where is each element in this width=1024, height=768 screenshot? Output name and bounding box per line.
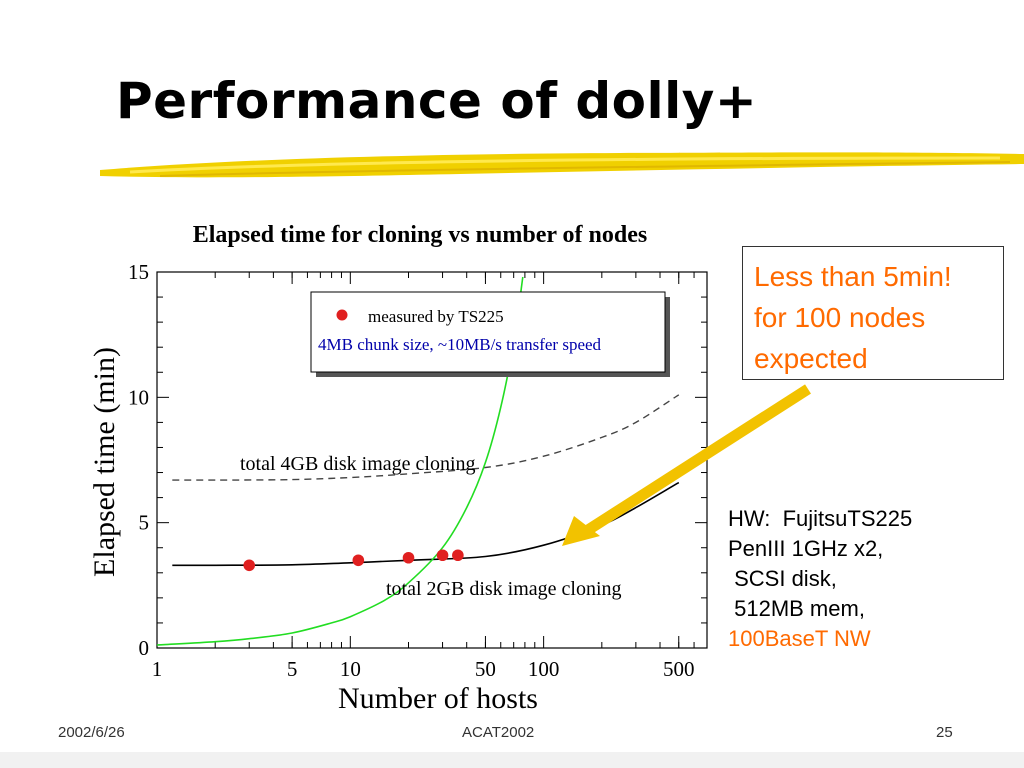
title-underline-brush [100, 152, 1024, 178]
y-tick-label: 5 [139, 511, 150, 535]
hardware-notes: HW: FujitsuTS225 PenIII 1GHz x2, SCSI di… [728, 504, 912, 654]
legend-note: 4MB chunk size, ~10MB/s transfer speed [318, 335, 602, 354]
footer-center: ACAT2002 [462, 724, 535, 741]
legend-label: measured by TS225 [368, 307, 504, 326]
measured-point [452, 549, 464, 562]
fit-curve-4gb-dashed [172, 394, 680, 481]
callout-arrow-head [562, 516, 600, 546]
footer-bar [0, 752, 1024, 768]
chart-title: Elapsed time for cloning vs number of no… [193, 222, 648, 248]
x-tick-label: 1 [152, 657, 163, 681]
slide-title: Performance of dolly+ [116, 72, 758, 130]
x-tick-label: 5 [287, 657, 298, 681]
y-tick-label: 0 [139, 636, 150, 660]
measured-point [352, 554, 365, 567]
hw-network: 100BaseT NW [728, 626, 871, 651]
y-axis-label: Elapsed time (min) [88, 347, 121, 577]
hw-line-3: SCSI disk, [728, 566, 837, 591]
footer-date: 2002/6/26 [58, 724, 125, 741]
measured-point [436, 549, 449, 562]
hw-line-4: 512MB mem, [728, 596, 865, 621]
measured-point [402, 551, 415, 564]
y-tick-label: 10 [128, 385, 149, 409]
callout-line-2: for 100 nodes [754, 302, 926, 333]
annotation-4gb: total 4GB disk image cloning [240, 453, 476, 475]
chart-legend: measured by TS225 4MB chunk size, ~10MB/… [310, 291, 670, 377]
measured-point [243, 559, 256, 572]
x-tick-label: 100 [528, 657, 560, 681]
x-tick-label: 500 [663, 657, 695, 681]
footer-page-number: 25 [936, 724, 953, 741]
x-axis-label: Number of hosts [338, 682, 538, 715]
legend-point-marker [336, 309, 348, 321]
callout-line-1: Less than 5min! [754, 261, 952, 292]
exponential-curve [156, 276, 524, 646]
callout-line-3: expected [754, 343, 868, 374]
x-tick-label: 10 [340, 657, 361, 681]
callout-box: Less than 5min! for 100 nodes expected [742, 246, 1004, 380]
hw-line-1: HW: FujitsuTS225 [728, 506, 913, 531]
x-tick-label: 50 [475, 657, 496, 681]
annotation-2gb: total 2GB disk image cloning [386, 578, 622, 600]
callout-arrow-shaft [585, 384, 811, 535]
y-tick-label: 15 [128, 260, 149, 284]
hw-line-2: PenIII 1GHz x2, [728, 536, 884, 561]
